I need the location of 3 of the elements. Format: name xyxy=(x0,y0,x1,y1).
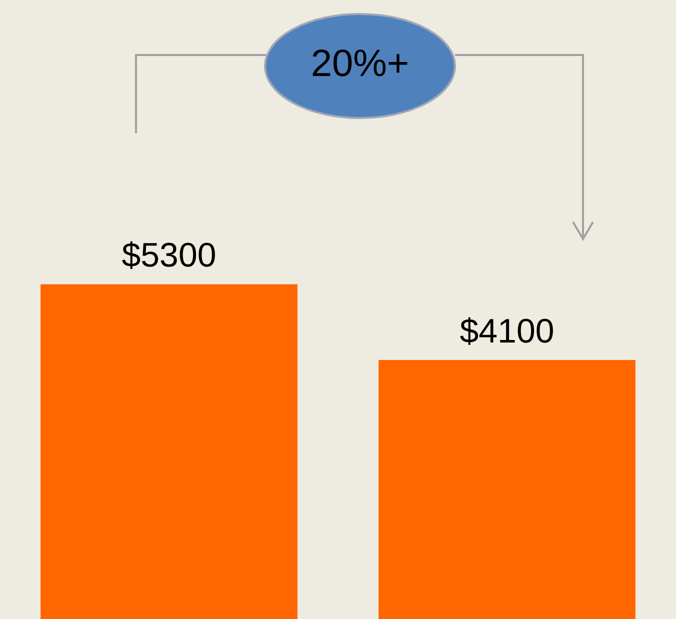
data-label: $4100 xyxy=(460,312,554,350)
text: 20%+ xyxy=(310,43,410,86)
data-label: $5300 xyxy=(122,236,216,275)
